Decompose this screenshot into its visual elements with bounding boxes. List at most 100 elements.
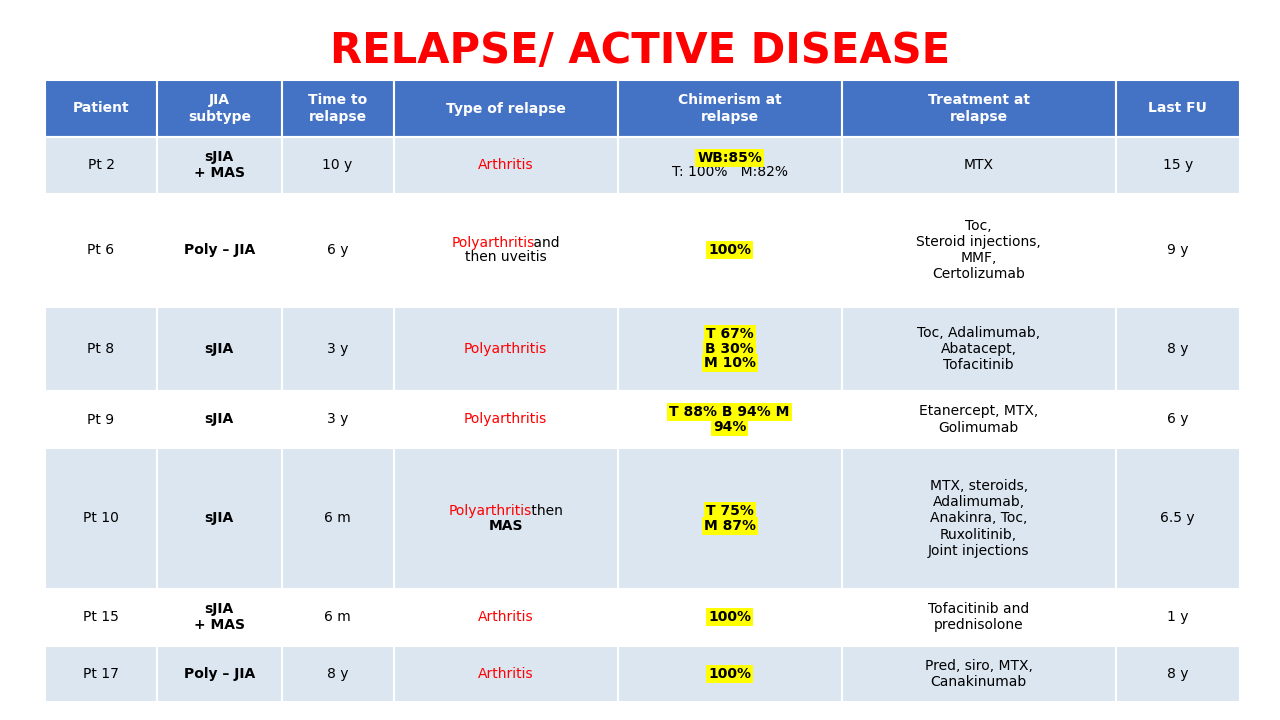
Bar: [618, 646, 842, 702]
Text: Polyarthritis: Polyarthritis: [449, 504, 532, 518]
Text: Patient: Patient: [73, 102, 129, 115]
Bar: [842, 80, 1116, 137]
Bar: [393, 589, 618, 646]
Text: T 88% B 94% M: T 88% B 94% M: [669, 405, 790, 419]
Bar: [1116, 80, 1240, 137]
Text: then: then: [526, 504, 562, 518]
Bar: [618, 137, 842, 194]
Text: Pt 15: Pt 15: [83, 611, 119, 624]
Bar: [157, 194, 282, 307]
Bar: [282, 589, 393, 646]
Bar: [618, 80, 842, 137]
Text: Last FU: Last FU: [1148, 102, 1207, 115]
Bar: [157, 589, 282, 646]
Text: Time to
relapse: Time to relapse: [308, 94, 367, 124]
Bar: [157, 80, 282, 137]
Text: 1 y: 1 y: [1167, 611, 1189, 624]
Text: 6.5 y: 6.5 y: [1161, 511, 1196, 526]
Text: MTX, steroids,
Adalimumab,
Anakinra, Toc,
Ruxolitinib,
Joint injections: MTX, steroids, Adalimumab, Anakinra, Toc…: [928, 479, 1029, 558]
Bar: [45, 137, 157, 194]
Text: 9 y: 9 y: [1167, 243, 1189, 257]
Text: Toc, Adalimumab,
Abatacept,
Tofacitinib: Toc, Adalimumab, Abatacept, Tofacitinib: [916, 325, 1041, 372]
Bar: [393, 391, 618, 448]
Text: Poly – JIA: Poly – JIA: [183, 667, 255, 680]
Bar: [618, 448, 842, 589]
Bar: [842, 589, 1116, 646]
Bar: [282, 194, 393, 307]
Text: Arthritis: Arthritis: [477, 158, 534, 172]
Text: sJIA
+ MAS: sJIA + MAS: [193, 150, 244, 180]
Text: 8 y: 8 y: [1167, 667, 1189, 680]
Bar: [157, 391, 282, 448]
Text: 94%: 94%: [713, 420, 746, 433]
Bar: [1116, 646, 1240, 702]
Text: Pt 9: Pt 9: [87, 413, 115, 426]
Bar: [1116, 194, 1240, 307]
Text: Type of relapse: Type of relapse: [445, 102, 566, 115]
Text: Treatment at
relapse: Treatment at relapse: [928, 94, 1029, 124]
Bar: [45, 448, 157, 589]
Text: M 87%: M 87%: [704, 518, 755, 533]
Text: and: and: [529, 235, 559, 250]
Bar: [282, 137, 393, 194]
Text: 3 y: 3 y: [326, 413, 348, 426]
Bar: [393, 307, 618, 391]
Bar: [842, 448, 1116, 589]
Bar: [618, 307, 842, 391]
Bar: [45, 307, 157, 391]
Text: 6 y: 6 y: [1167, 413, 1189, 426]
Text: Arthritis: Arthritis: [477, 667, 534, 680]
Bar: [45, 80, 157, 137]
Bar: [842, 194, 1116, 307]
Text: Etanercept, MTX,
Golimumab: Etanercept, MTX, Golimumab: [919, 405, 1038, 435]
Bar: [282, 646, 393, 702]
Bar: [1116, 448, 1240, 589]
Text: Pt 8: Pt 8: [87, 342, 115, 356]
Bar: [157, 137, 282, 194]
Text: MTX: MTX: [964, 158, 993, 172]
Text: T: 100%   M:82%: T: 100% M:82%: [672, 166, 787, 179]
Bar: [842, 137, 1116, 194]
Text: T 75%: T 75%: [705, 504, 754, 518]
Bar: [282, 307, 393, 391]
Text: Pred, siro, MTX,
Canakinumab: Pred, siro, MTX, Canakinumab: [924, 659, 1033, 689]
Text: Pt 6: Pt 6: [87, 243, 115, 257]
Bar: [157, 646, 282, 702]
Text: Polyarthritis: Polyarthritis: [452, 235, 535, 250]
Text: Arthritis: Arthritis: [477, 611, 534, 624]
Text: 6 y: 6 y: [326, 243, 348, 257]
Text: sJIA: sJIA: [205, 413, 234, 426]
Text: Pt 2: Pt 2: [87, 158, 114, 172]
Bar: [282, 80, 393, 137]
Bar: [393, 646, 618, 702]
Text: 10 y: 10 y: [323, 158, 353, 172]
Text: 15 y: 15 y: [1162, 158, 1193, 172]
Bar: [45, 194, 157, 307]
Text: 6 m: 6 m: [324, 611, 351, 624]
Text: MAS: MAS: [489, 518, 522, 533]
Text: 3 y: 3 y: [326, 342, 348, 356]
Text: sJIA
+ MAS: sJIA + MAS: [193, 602, 244, 632]
Text: 8 y: 8 y: [326, 667, 348, 680]
Bar: [282, 448, 393, 589]
Text: sJIA: sJIA: [205, 511, 234, 526]
Text: 8 y: 8 y: [1167, 342, 1189, 356]
Bar: [393, 80, 618, 137]
Text: T 67%: T 67%: [705, 328, 754, 341]
Text: Polyarthritis: Polyarthritis: [463, 413, 547, 426]
Bar: [282, 391, 393, 448]
Bar: [842, 391, 1116, 448]
Text: then uveitis: then uveitis: [465, 251, 547, 264]
Bar: [1116, 391, 1240, 448]
Bar: [45, 589, 157, 646]
Text: Polyarthritis: Polyarthritis: [463, 342, 547, 356]
Bar: [157, 448, 282, 589]
Bar: [1116, 137, 1240, 194]
Text: Toc,
Steroid injections,
MMF,
Certolizumab: Toc, Steroid injections, MMF, Certolizum…: [916, 219, 1041, 282]
Text: WB:85%: WB:85%: [698, 151, 762, 165]
Text: Pt 10: Pt 10: [83, 511, 119, 526]
Bar: [618, 194, 842, 307]
Bar: [842, 307, 1116, 391]
Bar: [618, 391, 842, 448]
Bar: [393, 137, 618, 194]
